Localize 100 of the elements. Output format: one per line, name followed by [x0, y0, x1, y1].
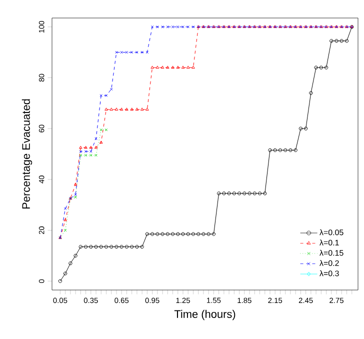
point [135, 244, 139, 249]
point [252, 192, 256, 196]
point [344, 39, 349, 43]
point [104, 94, 108, 97]
point [166, 26, 170, 28]
point [161, 26, 164, 28]
point [314, 66, 318, 70]
point [248, 192, 252, 196]
point [156, 232, 160, 236]
point [150, 26, 154, 28]
point [216, 192, 221, 196]
point [330, 39, 334, 43]
point [74, 193, 77, 196]
point [94, 137, 98, 140]
point [176, 66, 180, 69]
point [135, 108, 139, 111]
point [324, 66, 328, 70]
point [120, 108, 124, 111]
point [166, 232, 170, 236]
point [319, 66, 324, 70]
point [284, 148, 288, 152]
point [99, 140, 103, 144]
point [68, 261, 72, 266]
point [268, 148, 272, 152]
point [222, 192, 226, 196]
point [191, 232, 196, 236]
point [192, 26, 195, 28]
point [146, 50, 149, 54]
point [104, 128, 108, 132]
point [186, 26, 190, 28]
point [334, 39, 338, 43]
point [84, 150, 88, 153]
point [145, 232, 150, 236]
point [110, 108, 113, 111]
point [140, 108, 144, 111]
point [176, 26, 180, 28]
point [100, 94, 103, 97]
point [140, 244, 144, 249]
point [125, 108, 128, 111]
point [232, 192, 236, 196]
point [294, 148, 298, 152]
point [130, 50, 134, 54]
point [74, 182, 78, 186]
point [182, 26, 184, 28]
point [130, 244, 134, 249]
point [186, 232, 190, 236]
point [94, 154, 98, 157]
point [100, 128, 103, 132]
point [206, 232, 210, 236]
point [237, 192, 242, 196]
point [166, 66, 170, 69]
point [304, 126, 308, 130]
point [212, 232, 216, 236]
point [288, 148, 292, 152]
point [120, 50, 123, 54]
point [340, 39, 344, 43]
point [309, 91, 313, 95]
point [170, 232, 175, 236]
point [104, 108, 108, 111]
point [192, 66, 195, 69]
point [263, 192, 267, 196]
point [258, 192, 262, 196]
point [160, 66, 164, 69]
point [125, 50, 128, 54]
point [124, 244, 129, 249]
point [160, 232, 164, 236]
point [64, 218, 67, 222]
point [273, 148, 277, 152]
point [64, 228, 67, 232]
point [150, 66, 154, 69]
point [84, 146, 88, 149]
point [110, 244, 114, 249]
point [278, 148, 282, 152]
point [114, 244, 118, 249]
point [227, 192, 231, 196]
point [99, 244, 103, 249]
point [74, 254, 78, 258]
point [90, 150, 92, 153]
point [298, 126, 303, 130]
point [130, 108, 134, 111]
point [89, 244, 93, 249]
point [171, 26, 174, 28]
point [94, 244, 98, 249]
point [84, 244, 88, 249]
point [196, 232, 200, 236]
point [181, 66, 185, 69]
point [115, 50, 118, 54]
point [78, 244, 82, 249]
point [156, 26, 159, 28]
point [136, 50, 138, 54]
point [110, 88, 113, 91]
point [242, 192, 246, 196]
point [89, 146, 93, 149]
point [79, 146, 82, 149]
x-axis-title: Time (hours) [174, 310, 236, 320]
point [146, 108, 149, 111]
point [63, 272, 68, 276]
point [186, 66, 190, 69]
point [202, 232, 206, 236]
point [79, 150, 82, 153]
